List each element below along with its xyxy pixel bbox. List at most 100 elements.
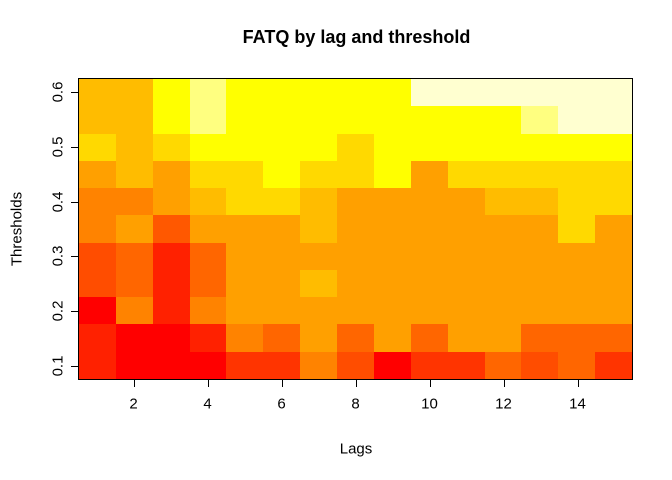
heatmap-cell — [484, 297, 522, 325]
heatmap-cell — [373, 160, 411, 189]
heatmap-cell — [337, 351, 374, 379]
heatmap-cell — [79, 269, 116, 298]
x-tick-mark — [355, 380, 357, 387]
heatmap-cell — [263, 242, 301, 270]
heatmap-cell — [300, 106, 338, 134]
heatmap-cell — [521, 242, 559, 270]
heatmap-cell — [79, 324, 116, 352]
heatmap-cell — [226, 188, 264, 216]
y-tick-label: 0.5 — [49, 136, 67, 158]
heatmap-cell — [300, 79, 338, 107]
heatmap-cell — [115, 215, 153, 243]
x-axis-title: Lags — [339, 440, 373, 458]
heatmap-cell — [79, 242, 116, 270]
heatmap-cell — [373, 242, 411, 270]
heatmap-cell — [337, 324, 374, 352]
heatmap-cell — [410, 215, 448, 243]
heatmap-cell — [226, 106, 264, 134]
heatmap-cell — [115, 242, 153, 270]
heatmap-cell — [152, 106, 190, 134]
heatmap-cell — [189, 133, 227, 161]
heatmap-cell — [263, 106, 301, 134]
heatmap-cell — [337, 297, 374, 325]
y-tick-label: 0.1 — [49, 355, 67, 377]
heatmap-cell — [558, 269, 596, 298]
heatmap-cell — [484, 133, 522, 161]
heatmap-cell — [226, 242, 264, 270]
heatmap-cell — [410, 324, 448, 352]
x-tick-mark — [429, 380, 431, 387]
heatmap-cell — [595, 160, 632, 189]
heatmap-cell — [226, 324, 264, 352]
heatmap-cell — [410, 133, 448, 161]
heatmap-cell — [300, 160, 338, 189]
y-tick-mark — [71, 366, 78, 368]
y-tick-label: 0.4 — [49, 191, 67, 212]
heatmap-cell — [189, 351, 227, 379]
heatmap-cell — [337, 215, 374, 243]
y-tick-mark — [71, 201, 78, 203]
heatmap-cell — [558, 351, 596, 379]
heatmap-cell — [558, 133, 596, 161]
heatmap-cell — [373, 79, 411, 107]
heatmap-cell — [79, 79, 116, 107]
y-tick-mark — [71, 91, 78, 93]
heatmap-cell — [373, 324, 411, 352]
heatmap-cell — [115, 351, 153, 379]
heatmap-cell — [115, 133, 153, 161]
heatmap-cell — [226, 133, 264, 161]
heatmap-cell — [226, 79, 264, 107]
heatmap-cell — [300, 188, 338, 216]
heatmap-cell — [447, 188, 485, 216]
heatmap-cell — [189, 106, 227, 134]
heatmap-cell — [521, 215, 559, 243]
heatmap-cell — [521, 79, 559, 107]
heatmap-cell — [410, 188, 448, 216]
heatmap-cell — [152, 215, 190, 243]
heatmap-cell — [152, 79, 190, 107]
heatmap-cell — [558, 160, 596, 189]
heatmap-cell — [263, 215, 301, 243]
heatmap-cell — [410, 242, 448, 270]
heatmap-cell — [595, 324, 632, 352]
heatmap-cell — [79, 106, 116, 134]
x-tick-label: 4 — [203, 395, 212, 413]
x-tick-label: 12 — [495, 395, 512, 413]
heatmap-cell — [373, 106, 411, 134]
heatmap-cell — [337, 133, 374, 161]
heatmap-cell — [447, 324, 485, 352]
x-tick-mark — [133, 380, 135, 387]
heatmap-cell — [300, 351, 338, 379]
heatmap-cell — [263, 297, 301, 325]
x-tick-label: 6 — [277, 395, 286, 413]
heatmap-cell — [410, 79, 448, 107]
heatmap-cell — [484, 106, 522, 134]
heatmap-cell — [595, 106, 632, 134]
heatmap-cell — [484, 351, 522, 379]
y-tick-mark — [71, 311, 78, 313]
x-tick-label: 8 — [351, 395, 360, 413]
heatmap-cell — [373, 188, 411, 216]
heatmap-cell — [79, 297, 116, 325]
heatmap-cell — [521, 324, 559, 352]
heatmap-plot-area — [78, 78, 633, 380]
heatmap-cell — [79, 215, 116, 243]
heatmap-cell — [263, 79, 301, 107]
heatmap-cell — [447, 242, 485, 270]
heatmap-cell — [263, 351, 301, 379]
heatmap-grid — [79, 79, 632, 379]
heatmap-cell — [189, 242, 227, 270]
heatmap-cell — [263, 188, 301, 216]
heatmap-cell — [189, 324, 227, 352]
heatmap-cell — [337, 160, 374, 189]
y-tick-label: 0.2 — [49, 300, 67, 322]
heatmap-cell — [373, 269, 411, 298]
heatmap-cell — [373, 351, 411, 379]
heatmap-cell — [521, 351, 559, 379]
heatmap-cell — [189, 79, 227, 107]
heatmap-cell — [115, 106, 153, 134]
heatmap-cell — [152, 324, 190, 352]
heatmap-cell — [115, 269, 153, 298]
heatmap-cell — [115, 160, 153, 189]
heatmap-cell — [226, 160, 264, 189]
